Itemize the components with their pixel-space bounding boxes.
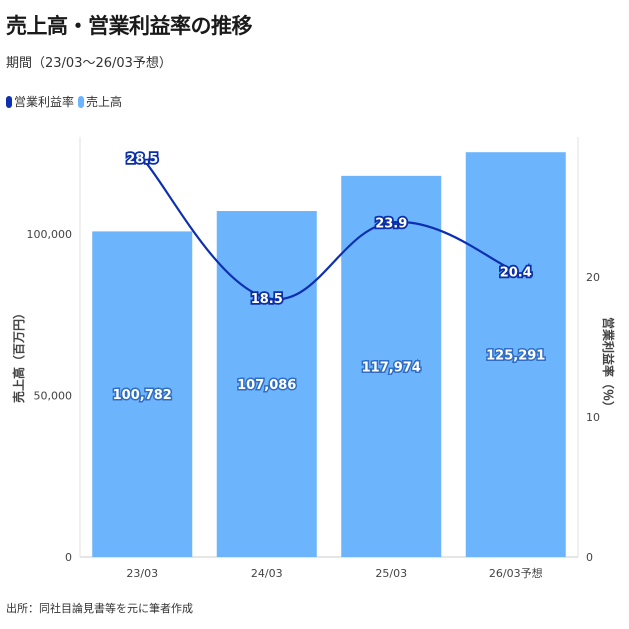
- legend: 営業利益率 売上高: [6, 93, 126, 110]
- x-tick-2: 25/03: [375, 567, 407, 580]
- bar-3: [465, 152, 566, 558]
- bar-0: [92, 231, 193, 558]
- y-tick-0: 0: [65, 551, 72, 564]
- x-tick-1: 24/03: [251, 567, 283, 580]
- line-label-3: 20.4: [500, 265, 532, 280]
- legend-swatch-sales: [78, 95, 85, 108]
- y-tick-2: 100,000: [27, 228, 73, 241]
- line-point-3: [513, 269, 518, 274]
- legend-item-margin[interactable]: 営業利益率: [6, 93, 74, 110]
- line-label-2: 23.9: [375, 216, 407, 231]
- legend-item-sales[interactable]: 売上高: [78, 93, 122, 110]
- x-tick-3: 26/03予想: [489, 566, 543, 580]
- chart-subtitle: 期間（23/03〜26/03予想）: [6, 56, 172, 71]
- y-tick-1: 50,000: [34, 389, 73, 402]
- legend-swatch-margin: [6, 95, 12, 108]
- line-point-2: [389, 220, 394, 225]
- line-point-0: [140, 156, 145, 160]
- bar-label-1: 107,086: [237, 378, 296, 393]
- margin-line: [141, 157, 517, 301]
- line-point-1: [264, 296, 269, 300]
- bar-label-2: 117,974: [362, 360, 421, 375]
- legend-label-sales: 売上高: [86, 95, 123, 109]
- bar-1: [216, 211, 317, 557]
- y2-tick-0: 0: [586, 551, 593, 564]
- legend-label-margin: 営業利益率: [14, 95, 75, 109]
- y2-tick-2: 20: [586, 271, 600, 284]
- bar-label-3: 125,291: [486, 349, 545, 364]
- bar-label-0: 100,782: [113, 388, 172, 403]
- y2-axis-title: 営業利益率（％）: [601, 317, 616, 413]
- line-label-0: 28.5: [126, 152, 158, 167]
- chart-title: 売上高・営業利益率の推移: [6, 14, 253, 38]
- line-label-1: 18.5: [251, 292, 283, 307]
- x-tick-0: 23/03: [126, 567, 158, 580]
- y2-tick-1: 10: [586, 411, 600, 424]
- source-note: 出所：同社目論見書等を元に筆者作成: [6, 602, 193, 615]
- y-axis-title: 売上高（百万円）: [11, 307, 26, 403]
